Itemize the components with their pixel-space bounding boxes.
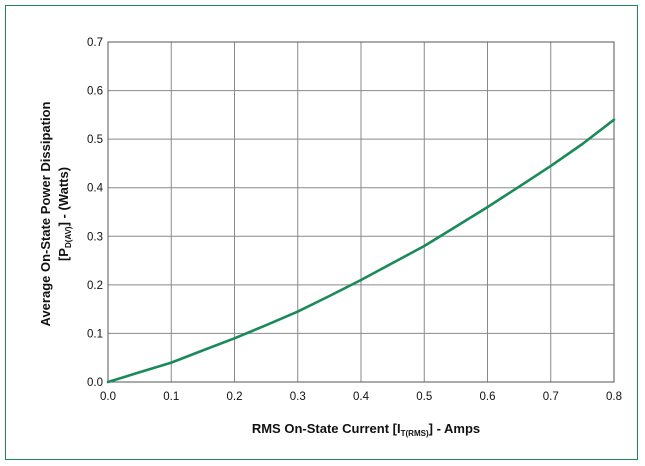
x-tick-label: 0.6 xyxy=(480,391,496,403)
y-tick-label: 0.1 xyxy=(87,328,103,340)
x-tick-label: 0.8 xyxy=(606,391,622,403)
x-tick-label: 0.1 xyxy=(163,391,179,403)
y-tick-label: 0.6 xyxy=(87,86,103,98)
y-tick-label: 0.3 xyxy=(87,231,103,243)
y-tick-label: 0.4 xyxy=(87,183,104,195)
y-tick-label: 0.0 xyxy=(87,377,103,389)
x-tick-label: 0.2 xyxy=(227,391,243,403)
x-tick-label: 0.4 xyxy=(353,391,370,403)
x-tick-label: 0.0 xyxy=(100,391,116,403)
x-tick-label: 0.7 xyxy=(543,391,559,403)
y-axis-title-line2: [PD(AV)] - (Watts) xyxy=(56,167,73,261)
y-tick-label: 0.5 xyxy=(87,134,103,146)
chart-frame xyxy=(5,5,638,460)
x-tick-label: 0.3 xyxy=(290,391,306,403)
grid-lines xyxy=(107,41,615,383)
y-tick-label: 0.7 xyxy=(87,37,103,49)
series-line xyxy=(106,118,616,384)
plot-area-border xyxy=(107,41,615,383)
x-axis-title: RMS On-State Current [IT(RMS)] - Amps xyxy=(252,421,480,438)
y-tick-label: 0.2 xyxy=(87,280,103,292)
y-axis-title: Average On-State Power Dissipation [PD(A… xyxy=(38,101,73,326)
x-tick-label: 0.5 xyxy=(416,391,432,403)
x-tick-labels: 0.0 0.1 0.2 0.3 0.4 0.5 0.6 0.7 0.8 xyxy=(100,391,622,403)
y-axis-title-line1: Average On-State Power Dissipation xyxy=(38,101,53,326)
y-tick-labels: 0.0 0.1 0.2 0.3 0.4 0.5 0.6 0.7 xyxy=(87,37,104,389)
